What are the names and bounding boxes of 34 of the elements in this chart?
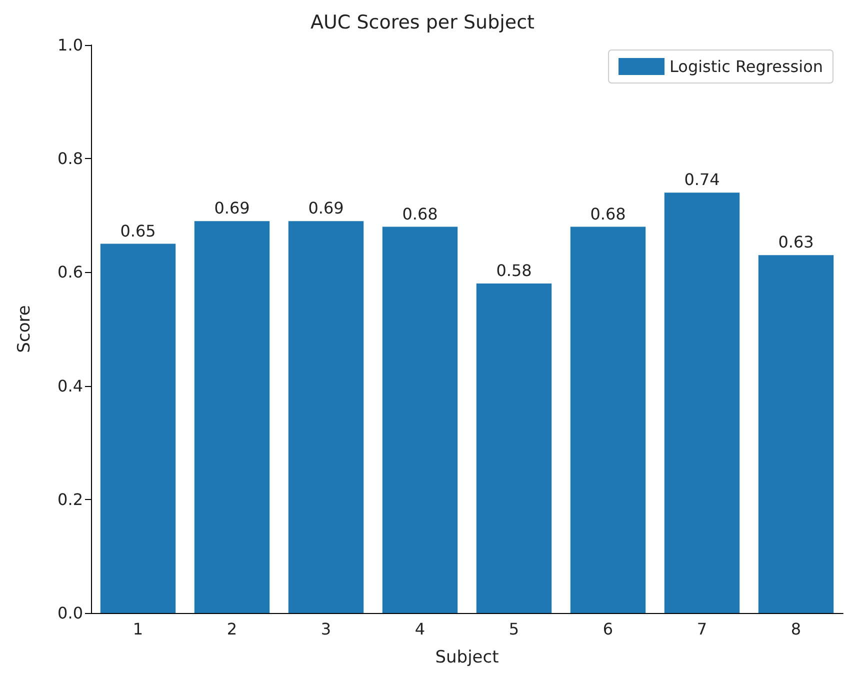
x-tick-label: 1: [132, 620, 144, 638]
bar: [664, 192, 740, 613]
legend-label: Logistic Regression: [670, 57, 824, 76]
bar: [570, 226, 646, 613]
y-tick-label: 0.0: [58, 604, 83, 622]
data-label: 0.63: [778, 232, 814, 252]
data-label: 0.65: [120, 221, 156, 240]
chart-title: AUC Scores per Subject: [310, 12, 534, 34]
x-tick-label: 4: [414, 620, 426, 638]
x-tick-label: 3: [320, 620, 332, 638]
data-label: 0.68: [590, 204, 626, 224]
y-axis-title: Score: [14, 305, 34, 353]
data-label: 0.68: [402, 204, 438, 224]
x-tick-label: 2: [226, 620, 238, 638]
y-tick-label: 0.6: [58, 262, 83, 282]
bar: [100, 244, 176, 613]
data-label: 0.69: [214, 198, 250, 218]
y-tick-label: 1.0: [58, 36, 83, 54]
bar: [194, 221, 270, 613]
bar: [382, 226, 458, 613]
data-label: 0.69: [308, 198, 344, 218]
y-tick-label: 0.4: [58, 376, 83, 396]
x-axis-title: Subject: [435, 648, 500, 668]
data-label: 0.74: [684, 170, 720, 190]
bar: [288, 221, 364, 613]
bar: [476, 284, 552, 613]
x-tick-label: 6: [602, 620, 614, 638]
y-tick-label: 0.8: [58, 149, 83, 168]
x-tick-label: 5: [508, 620, 520, 638]
x-tick-label: 7: [696, 620, 708, 638]
data-label: 0.58: [496, 261, 532, 280]
x-tick-label: 8: [790, 620, 802, 638]
bar: [758, 255, 834, 613]
y-tick-label: 0.2: [58, 490, 83, 509]
